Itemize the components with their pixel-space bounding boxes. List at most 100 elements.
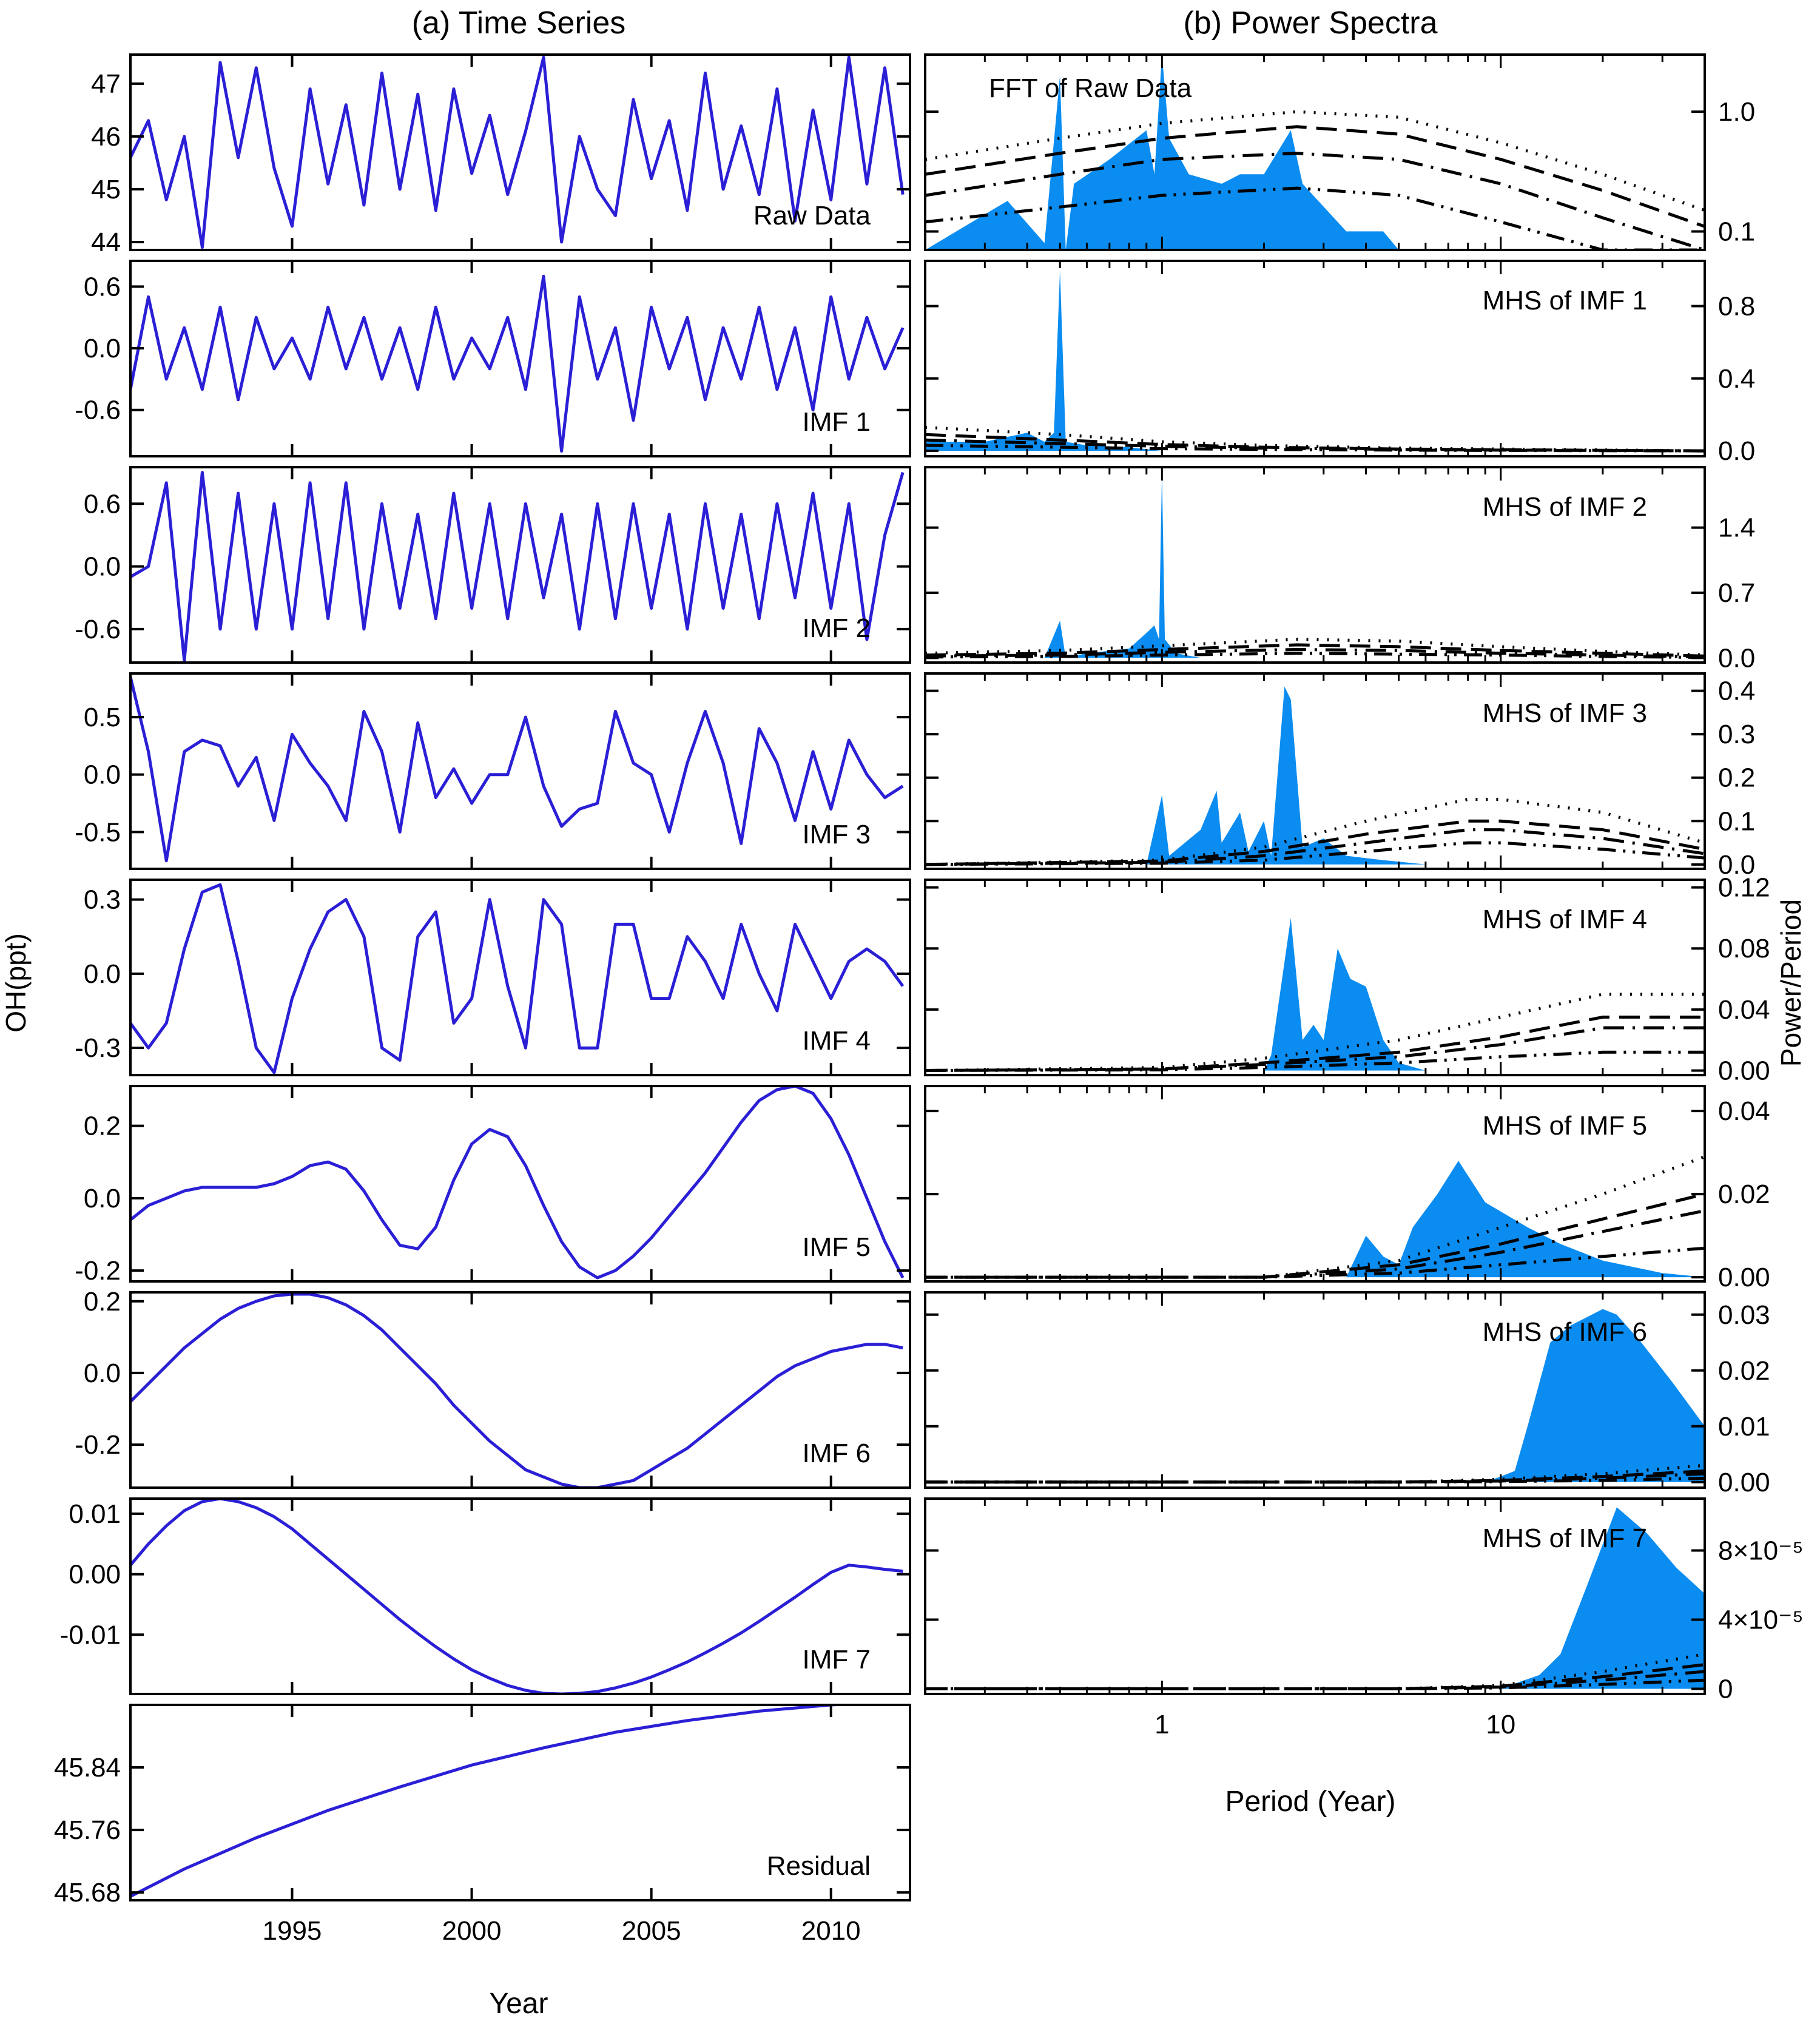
y-tick-label: 4×10⁻⁵	[1718, 1605, 1804, 1635]
y-tick-label: -0.01	[60, 1620, 121, 1650]
y-tick-label: 0.00	[1718, 1468, 1770, 1497]
panel-label: MHS of IMF 7	[1483, 1523, 1647, 1553]
panel-label: IMF 5	[803, 1232, 871, 1262]
time-series-panel-6: IMF 5 0.2 0.0 -0.2	[75, 1085, 911, 1286]
panel-label: Raw Data	[753, 201, 871, 231]
x-tick-label: 2005	[622, 1916, 681, 1946]
panel-frame	[129, 879, 911, 1076]
y-tick-label: 0.04	[1718, 1096, 1770, 1126]
time-series-panel-9: Residual 45.84 45.76 45.68 1995 2000 2005 2010	[54, 1704, 911, 1946]
y-tick-label: 1.0	[1718, 97, 1755, 127]
time-series-panel-1: Raw Data 47 46 45 44	[91, 53, 911, 257]
panel-frame	[924, 879, 1706, 1076]
y-tick-label: -0.2	[75, 1256, 121, 1286]
y-tick-label: 0.08	[1718, 934, 1770, 963]
y-tick-label: 0.04	[1718, 995, 1770, 1025]
series-line	[130, 55, 905, 249]
panel-label: MHS of IMF 2	[1483, 492, 1647, 522]
y-tick-label: 0.0	[84, 1358, 121, 1388]
y-tick-label: 0.5	[84, 703, 121, 732]
y-tick-label: 44	[91, 228, 121, 257]
series-line	[130, 471, 905, 663]
y-tick-label: 0.01	[1718, 1412, 1770, 1442]
series-line	[130, 274, 905, 453]
spectrum-panel-6: MHS of IMF 5 0.04 0.02 0.00	[924, 1085, 1770, 1292]
heading-power-spectra: (b) Power Spectra	[1183, 5, 1437, 41]
y-tick-label: 0.6	[84, 489, 121, 519]
significance-curve-dashed	[925, 1015, 1705, 1072]
y-tick-label: 0.0	[84, 552, 121, 582]
panel-label: IMF 1	[803, 407, 871, 437]
y-tick-label: 0.0	[1718, 850, 1755, 880]
y-tick-label: 0.03	[1718, 1300, 1770, 1330]
y-tick-label: 0.12	[1718, 873, 1770, 903]
y-tick-label: -0.5	[75, 817, 121, 847]
y-tick-label: -0.6	[75, 396, 121, 425]
spectrum-area	[925, 1161, 1705, 1278]
panel-label: MHS of IMF 3	[1483, 698, 1647, 728]
panel-label: MHS of IMF 6	[1483, 1317, 1647, 1347]
y-tick-label: 1.4	[1718, 513, 1755, 543]
significance-curve-dotted	[925, 1463, 1705, 1484]
panel-label: MHS of IMF 5	[1483, 1111, 1647, 1141]
y-tick-label: 0.7	[1718, 578, 1755, 608]
panel-label: Residual	[767, 1851, 871, 1881]
y-tick-label: 0.0	[1718, 643, 1755, 673]
y-axis-label-right: Power/Period	[1775, 899, 1807, 1067]
significance-curve-dashed	[925, 125, 1705, 228]
y-tick-label: 0.0	[84, 1184, 121, 1213]
x-tick-label: 1995	[263, 1916, 322, 1946]
series-line	[130, 883, 905, 1075]
series-line	[130, 1086, 905, 1280]
y-axis-label-left: OH(ppt)	[0, 933, 32, 1033]
panel-frame	[924, 1085, 1706, 1283]
time-series-panel-7: IMF 6 0.2 0.0 -0.2	[75, 1287, 911, 1489]
y-tick-label: -0.6	[75, 615, 121, 644]
x-tick-label: 1	[1154, 1710, 1169, 1739]
significance-curve-dashdotdot	[925, 186, 1705, 250]
panel-label: FFT of Raw Data	[989, 73, 1192, 103]
y-tick-label: 0.0	[1718, 436, 1755, 466]
spectrum-panel-2: MHS of IMF 1 0.8 0.4 0.0	[924, 260, 1755, 466]
y-tick-label: 46	[91, 122, 121, 152]
y-tick-label: 47	[91, 69, 121, 99]
significance-curve-dashdot	[925, 152, 1705, 250]
spectrum-area	[925, 471, 1222, 658]
significance-curve-dashdotdot	[925, 652, 1705, 660]
x-tick-label: 2000	[442, 1916, 502, 1946]
spectrum-area	[925, 55, 1399, 250]
y-tick-label: 45.68	[54, 1878, 121, 1908]
y-tick-label: 0.1	[1718, 217, 1755, 246]
series-line	[130, 676, 904, 863]
y-tick-label: 0.0	[84, 959, 121, 989]
spectrum-panel-5: MHS of IMF 4 0.12 0.08 0.04 0.00	[924, 873, 1770, 1085]
panel-frame	[129, 260, 911, 457]
y-tick-label: 0.3	[1718, 720, 1755, 749]
spectrum-panel-1: FFT of Raw Data 1.0 0.1	[924, 53, 1755, 251]
panel-label: IMF 3	[803, 820, 871, 849]
panel-label: IMF 7	[803, 1645, 871, 1675]
spectrum-panel-7: MHS of IMF 6 0.03 0.02 0.01 0.00	[924, 1291, 1770, 1497]
time-series-panel-8: IMF 7 0.01 0.00 -0.01	[60, 1497, 911, 1695]
x-axis-label-right: Period (Year)	[1225, 1786, 1395, 1818]
panel-frame	[924, 1291, 1706, 1489]
x-tick-label: 10	[1486, 1710, 1515, 1739]
significance-curve-dotted	[925, 993, 1705, 1072]
panel-label: IMF 2	[803, 613, 871, 643]
panel-frame	[129, 466, 911, 664]
y-tick-label: 0.00	[1718, 1056, 1770, 1085]
y-tick-label: 0.6	[84, 272, 121, 302]
panel-label: IMF 4	[803, 1026, 871, 1056]
y-tick-label: 8×10⁻⁵	[1718, 1536, 1804, 1565]
panel-frame	[924, 672, 1706, 870]
time-series-panel-3: IMF 2 0.6 0.0 -0.6	[75, 466, 911, 664]
y-tick-label: 0.1	[1718, 806, 1755, 836]
x-tick-label: 2010	[801, 1916, 861, 1946]
y-tick-label: 0.2	[84, 1112, 121, 1141]
y-tick-label: 0.02	[1718, 1179, 1770, 1209]
panel-frame	[129, 1085, 911, 1283]
series-line	[130, 1705, 862, 1898]
y-tick-label: 45.84	[54, 1753, 121, 1783]
significance-curve-dotted	[925, 110, 1705, 212]
